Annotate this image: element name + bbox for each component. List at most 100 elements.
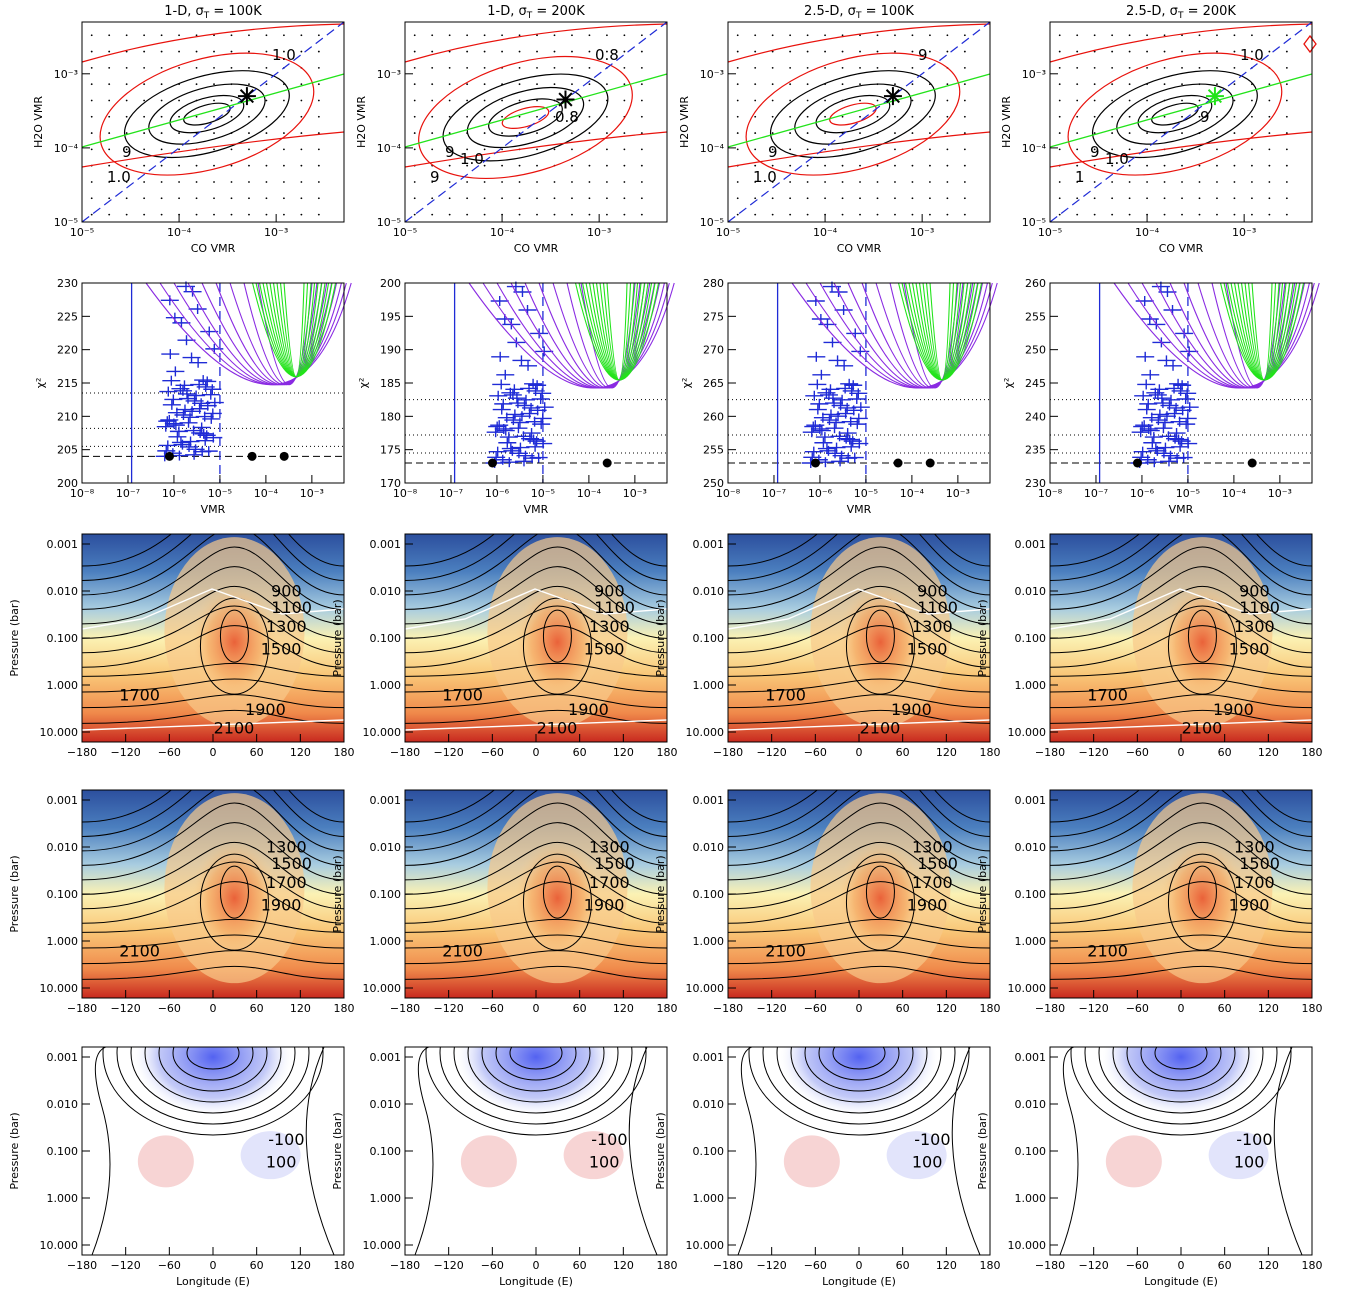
grid-dot	[929, 164, 931, 167]
grid-dot	[1233, 115, 1236, 118]
x-axis-label: VMR	[524, 503, 549, 516]
grid-dot	[929, 197, 931, 200]
isotherm	[1050, 790, 1312, 837]
isotherm	[1050, 566, 1312, 625]
isotherm	[405, 790, 667, 823]
diff-contour	[91, 1047, 122, 1255]
x-tick-label: 10⁻⁴	[900, 487, 925, 500]
grid-dot	[125, 83, 128, 86]
grid-dot	[1285, 66, 1288, 69]
grid-dot	[1268, 34, 1271, 37]
grid-dot	[963, 66, 966, 69]
grid-dot	[413, 181, 416, 183]
chi2-contour	[1151, 102, 1199, 126]
grid-dot	[1058, 115, 1061, 118]
y-tick-label: 0.010	[1015, 841, 1047, 854]
isotherm	[405, 802, 667, 866]
y-tick-label: 0.010	[370, 1098, 402, 1111]
grid-dot	[300, 132, 303, 134]
y-tick-label: 0.001	[47, 538, 79, 551]
grid-dot	[606, 83, 608, 86]
grid-dot	[754, 66, 757, 69]
grid-dot	[90, 99, 93, 102]
one-to-one-line	[1049, 21, 1313, 223]
grid-dot	[1181, 164, 1183, 167]
y-tick-label: 0.100	[370, 1145, 402, 1158]
white-contour	[405, 588, 667, 630]
y-tick-label: 1.000	[1015, 679, 1047, 692]
white-contour	[405, 719, 667, 731]
grid-dot	[806, 115, 809, 118]
grid-dot	[536, 164, 538, 167]
grid-dot	[1111, 99, 1114, 102]
isotherm	[405, 950, 667, 965]
grid-dot	[553, 66, 556, 69]
chi2-curve-green	[897, 282, 983, 381]
grid-dot	[90, 197, 93, 200]
y-tick-label: 185	[380, 377, 401, 390]
diff-contour	[495, 1047, 577, 1081]
y-axis-label: Pressure (bar)	[976, 855, 989, 932]
grid-dot	[448, 66, 451, 69]
grid-dot	[1233, 66, 1236, 69]
grid-dot	[946, 164, 949, 167]
grid-dot	[894, 181, 896, 183]
grid-dot	[771, 66, 774, 69]
y-tick-label: 1.000	[370, 935, 402, 948]
isotherm	[219, 609, 249, 663]
y-tick-label: 1.000	[47, 679, 79, 692]
grid-dot	[448, 115, 451, 118]
contour-label: 9	[768, 143, 778, 161]
minimum-point	[893, 458, 903, 468]
grid-dot	[1181, 213, 1183, 216]
x-tick-label: 10⁻⁴	[167, 226, 192, 239]
grid-dot	[963, 83, 966, 86]
grid-dot	[929, 115, 931, 118]
grid-dot	[894, 197, 896, 200]
grid-dot	[283, 34, 285, 37]
grid-dot	[1093, 148, 1096, 151]
x-tick-label: 10⁻⁷	[439, 487, 463, 500]
x-tick-label: 10⁻⁶	[162, 487, 187, 500]
diff-contour	[481, 1047, 591, 1092]
x-tick-label: −60	[1126, 746, 1149, 759]
grid-dot	[623, 83, 626, 86]
isotherm	[219, 865, 249, 919]
contour-label: 1.0	[1240, 46, 1264, 64]
grid-dot	[824, 50, 826, 53]
isotherm	[865, 609, 895, 663]
grid-dot	[911, 34, 914, 37]
grid-dot	[230, 164, 233, 167]
grid-dot	[125, 132, 128, 134]
grid-dot	[789, 83, 792, 86]
contour-label: -100	[268, 1130, 304, 1149]
isotherm	[405, 534, 667, 581]
grid-dot	[1076, 148, 1079, 151]
y-axis-label: Pressure (bar)	[331, 855, 344, 932]
grid-dot	[317, 66, 320, 69]
x-tick-label: 180	[980, 746, 1001, 759]
best-fit-marker	[1207, 89, 1222, 104]
diff-map-panel: -100 100 −180 −120 −60 0 60 120 180 0.001 0.010 0.1…	[654, 1046, 1001, 1288]
contour-label: 1300	[589, 837, 630, 856]
grid-dot	[1111, 34, 1114, 37]
grid-dot	[1146, 115, 1148, 118]
contour-label: 100	[266, 1153, 297, 1172]
isotherm	[728, 790, 990, 837]
grid-dot	[1216, 164, 1218, 167]
grid-dot	[1216, 197, 1218, 200]
x-axis-label: CO VMR	[514, 242, 559, 255]
grid-dot	[536, 115, 538, 118]
grid-dot	[195, 50, 198, 53]
grid-dot	[1058, 83, 1061, 86]
grid-dot	[125, 66, 128, 69]
x-tick-label: 0	[856, 746, 863, 759]
grid-dot	[448, 132, 451, 134]
grid-dot	[143, 213, 146, 216]
x-tick-label: 10⁻³	[264, 226, 288, 239]
grid-dot	[1128, 83, 1131, 86]
grid-dot	[501, 115, 503, 118]
isotherm	[199, 597, 269, 695]
y-axis-label: Pressure (bar)	[8, 599, 21, 676]
